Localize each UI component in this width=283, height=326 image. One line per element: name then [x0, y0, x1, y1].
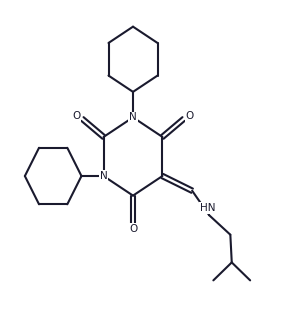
Text: O: O: [129, 224, 137, 234]
Text: N: N: [129, 112, 137, 122]
Text: N: N: [100, 171, 108, 181]
Text: O: O: [72, 111, 80, 121]
Text: HN: HN: [200, 203, 215, 213]
Text: O: O: [186, 111, 194, 121]
